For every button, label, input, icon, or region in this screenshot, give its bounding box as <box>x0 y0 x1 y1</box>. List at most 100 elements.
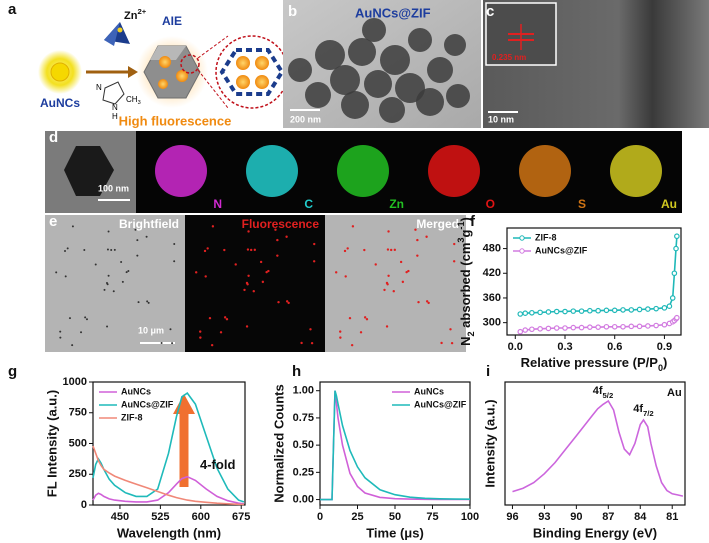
speck <box>71 344 74 347</box>
fluor-dot <box>276 238 279 242</box>
fluor-dot <box>387 230 390 233</box>
legend-marker <box>519 248 525 254</box>
marker <box>673 245 679 252</box>
eds-signal <box>610 145 662 197</box>
element-label: N <box>213 197 222 211</box>
speck <box>59 330 62 333</box>
x-tick-label: 100 <box>461 511 479 523</box>
marker <box>529 326 535 333</box>
x-tick-label: 525 <box>151 511 169 523</box>
marker <box>545 309 552 315</box>
fluor-dot <box>405 270 408 274</box>
fluor-dot <box>211 225 215 228</box>
y-axis-label: FL Intensity (a.u.) <box>44 390 59 497</box>
speck <box>147 301 150 304</box>
x-tick-label: 0.0 <box>508 341 523 353</box>
atom: CH3 <box>126 95 141 106</box>
x-tick-label: 84 <box>634 511 647 523</box>
speck <box>55 271 58 274</box>
text-part: 7/2 <box>643 408 654 417</box>
particle <box>446 84 470 108</box>
text-part: 4-fold <box>200 457 235 472</box>
fluor-dot <box>392 290 395 293</box>
speck <box>134 228 137 231</box>
speck <box>136 254 139 257</box>
fluor-dot <box>346 247 349 250</box>
y-tick-label: 0.00 <box>293 493 314 505</box>
series-line <box>92 475 244 505</box>
marker <box>529 309 535 316</box>
fluor-dot <box>225 318 229 321</box>
fluor-dot <box>416 238 419 242</box>
marker <box>517 328 524 335</box>
marker <box>653 305 659 312</box>
text-part: g <box>458 230 473 238</box>
fluor-dot <box>287 301 290 305</box>
speck <box>85 318 88 321</box>
fluor-dot <box>387 274 390 277</box>
fluor-dot <box>210 343 214 347</box>
marker <box>537 309 543 316</box>
element-label: Zn <box>389 197 404 211</box>
particle <box>444 34 466 56</box>
text-part: Zn <box>124 10 138 22</box>
speck <box>146 300 149 303</box>
fluor-dot <box>223 316 227 319</box>
marker <box>603 307 610 314</box>
nc-dot <box>255 75 269 89</box>
x-tick-label: 675 <box>232 511 250 523</box>
x-tick-label: 81 <box>666 511 678 523</box>
panel-c: 0.235 nm 10 nm <box>483 0 709 128</box>
y-tick-label: 1.00 <box>293 385 314 397</box>
panel-a: AuNCs Zn2+ AIE High fluorescence N N H C… <box>38 7 289 128</box>
fluor-dot <box>374 263 377 266</box>
atom: N <box>96 83 102 92</box>
marker <box>674 314 680 321</box>
particle <box>341 91 369 119</box>
annotation: 4f5/2 <box>593 385 613 400</box>
series-line <box>92 445 244 506</box>
element-label: C <box>304 197 313 211</box>
fluor-dot <box>389 248 393 252</box>
fluor-dot <box>277 300 280 304</box>
marker <box>620 323 626 330</box>
channel-label: Brightfield <box>119 217 179 231</box>
fluor-dot <box>386 248 390 251</box>
x-tick-label: 90 <box>570 511 582 523</box>
zoom-line <box>197 69 229 109</box>
marker <box>553 325 560 331</box>
marker <box>553 308 560 315</box>
y-tick-label: 500 <box>69 437 87 449</box>
particle <box>362 18 386 42</box>
panel-e: 10 μm <box>45 215 466 352</box>
marker <box>587 324 593 330</box>
fluor-dot <box>219 331 223 334</box>
speck <box>145 235 148 238</box>
panel-label: i <box>486 363 490 380</box>
nc-dot <box>159 56 171 68</box>
fluor-dot <box>449 328 452 331</box>
speck <box>84 316 87 319</box>
particle <box>348 38 376 66</box>
text-part: CH <box>126 95 138 104</box>
fluor-dot <box>363 316 367 319</box>
particle <box>408 28 432 52</box>
x-axis-label: Binding Energy (eV) <box>533 525 657 540</box>
y-axis-label: Normalized Counts <box>271 384 286 502</box>
label: AIE <box>162 14 182 28</box>
series-line <box>320 390 471 501</box>
fluor-dot <box>203 249 207 253</box>
fluorescence-image <box>185 215 325 352</box>
fluor-dot <box>407 269 410 273</box>
fluor-dot <box>385 281 389 285</box>
legend-label: AuNCs@ZIF <box>535 245 588 255</box>
fluor-dot <box>427 301 430 305</box>
panel-label: f <box>470 213 476 230</box>
text-part: -1 <box>456 221 466 229</box>
speck <box>136 239 139 242</box>
fluor-dot <box>247 230 250 233</box>
fluor-dot <box>276 254 279 257</box>
marker <box>636 306 643 313</box>
fluor-dot <box>417 300 420 304</box>
nc-dot <box>236 56 250 70</box>
